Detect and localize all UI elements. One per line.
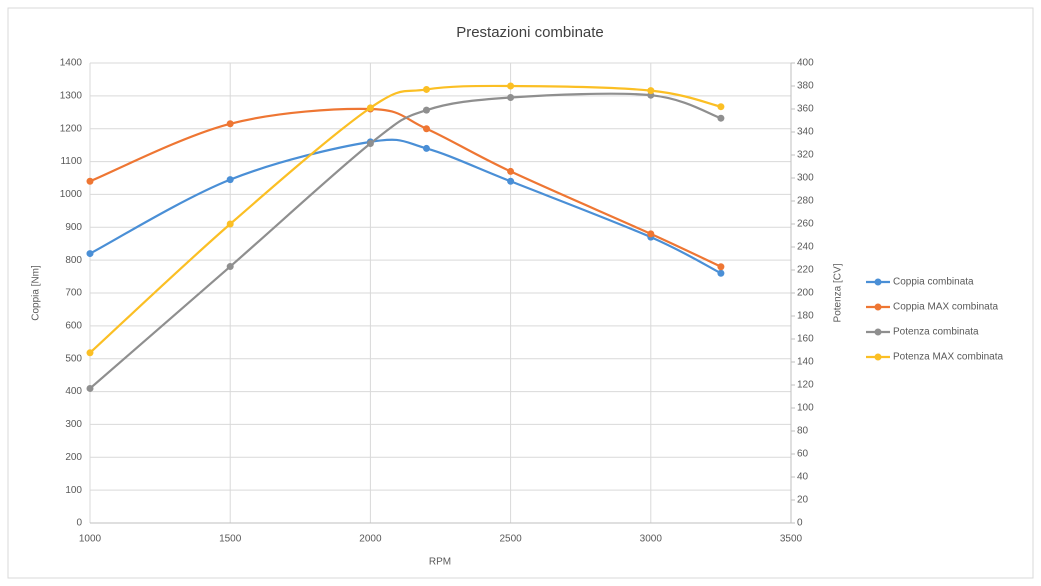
y2-tick-label: 80 xyxy=(797,426,809,437)
y-tick-label: 100 xyxy=(65,485,82,496)
y2-tick-label: 120 xyxy=(797,380,814,391)
x-tick-label: 1500 xyxy=(219,534,242,545)
data-point xyxy=(507,94,515,101)
legend-marker xyxy=(874,328,882,336)
y2-tick-label: 140 xyxy=(797,357,814,368)
data-point xyxy=(86,384,94,392)
y2-tick-label: 180 xyxy=(797,311,814,322)
data-point xyxy=(507,82,515,90)
legend-marker xyxy=(874,278,882,286)
y2-tick-label: 280 xyxy=(797,196,814,207)
data-point xyxy=(86,250,94,258)
y2-tick-label: 260 xyxy=(797,219,814,230)
y-tick-label: 200 xyxy=(65,452,82,463)
data-point xyxy=(422,106,430,114)
legend-label: Coppia MAX combinata xyxy=(893,302,998,313)
data-point xyxy=(647,230,655,238)
legend-label: Potenza MAX combinata xyxy=(893,352,1003,363)
data-point xyxy=(86,177,94,185)
y2-tick-label: 20 xyxy=(797,495,809,506)
data-point xyxy=(717,103,725,111)
data-point xyxy=(717,114,725,122)
data-point xyxy=(366,104,374,112)
data-point xyxy=(507,167,515,175)
y2-tick-label: 380 xyxy=(797,81,814,92)
y2-tick-label: 340 xyxy=(797,127,814,138)
data-point xyxy=(717,263,725,271)
y-tick-label: 0 xyxy=(76,518,82,529)
y-tick-label: 1300 xyxy=(60,90,83,101)
x-tick-label: 2500 xyxy=(499,534,522,545)
data-point xyxy=(226,120,234,128)
y-tick-label: 1000 xyxy=(60,189,83,200)
data-point xyxy=(717,269,725,277)
data-point xyxy=(86,349,94,357)
data-point xyxy=(226,176,234,184)
legend-label: Potenza combinata xyxy=(893,327,979,338)
y-tick-label: 600 xyxy=(65,320,82,331)
y2-tick-label: 100 xyxy=(797,403,814,414)
y2-tick-label: 400 xyxy=(797,58,814,69)
legend-marker xyxy=(874,303,882,311)
y-tick-label: 500 xyxy=(65,353,82,364)
y-axis-title: Coppia [Nm] xyxy=(31,265,42,321)
y2-tick-label: 0 xyxy=(797,518,803,529)
y2-tick-label: 240 xyxy=(797,242,814,253)
x-tick-label: 3000 xyxy=(640,534,663,545)
y2-tick-label: 160 xyxy=(797,334,814,345)
y2-tick-label: 320 xyxy=(797,150,814,161)
x-tick-label: 3500 xyxy=(780,534,803,545)
data-point xyxy=(647,87,655,95)
y-tick-label: 1400 xyxy=(60,58,83,69)
y-tick-label: 700 xyxy=(65,288,82,299)
series-line xyxy=(89,84,722,354)
x-tick-label: 1000 xyxy=(79,534,102,545)
y2-axis-title: Potenza [CV] xyxy=(833,263,844,322)
y2-tick-label: 40 xyxy=(797,472,809,483)
data-point xyxy=(422,85,430,93)
data-point xyxy=(422,144,430,152)
data-point xyxy=(226,220,234,228)
y-tick-label: 1200 xyxy=(60,123,83,134)
data-point xyxy=(422,125,430,133)
y-tick-label: 900 xyxy=(65,222,82,233)
data-point xyxy=(507,177,515,185)
y2-tick-label: 300 xyxy=(797,173,814,184)
legend-label: Coppia combinata xyxy=(893,277,974,288)
y2-tick-label: 60 xyxy=(797,449,809,460)
y2-tick-label: 360 xyxy=(797,104,814,115)
x-axis-title: RPM xyxy=(429,557,451,568)
data-point xyxy=(366,140,374,147)
legend-marker xyxy=(874,353,882,361)
series-line xyxy=(89,92,722,390)
x-tick-label: 2000 xyxy=(359,534,382,545)
y2-tick-label: 220 xyxy=(797,265,814,276)
y-tick-label: 300 xyxy=(65,419,82,430)
data-point xyxy=(226,263,234,271)
chart-title: Prestazioni combinate xyxy=(456,24,604,41)
y2-tick-label: 200 xyxy=(797,288,814,299)
y-tick-label: 800 xyxy=(65,255,82,266)
y-tick-label: 400 xyxy=(65,386,82,397)
y-tick-label: 1100 xyxy=(60,156,82,167)
